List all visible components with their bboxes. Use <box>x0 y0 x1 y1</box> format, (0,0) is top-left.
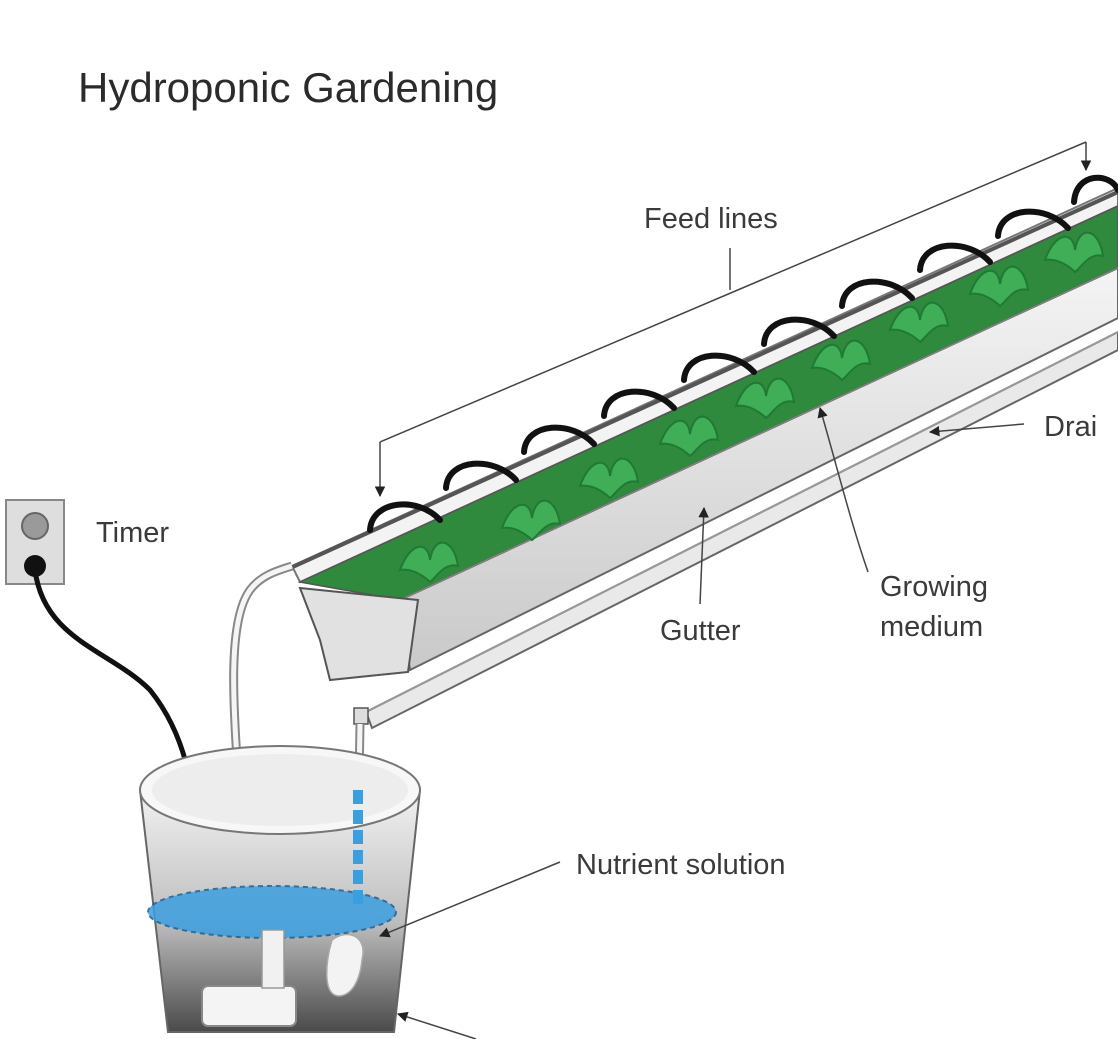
label-feed-lines: Feed lines <box>644 203 778 235</box>
nutrient-bucket <box>138 745 422 1033</box>
drip-loop <box>839 278 915 309</box>
drip-loop <box>521 424 597 455</box>
drip-loop <box>443 460 519 491</box>
plants <box>398 231 1105 584</box>
callout-lines <box>379 406 1025 1039</box>
timer-dial-icon <box>21 512 49 540</box>
plant <box>968 265 1030 308</box>
page-title: Hydroponic Gardening <box>78 64 498 111</box>
filter <box>326 933 364 997</box>
drip-loop <box>681 352 757 383</box>
drip-loop <box>601 388 677 419</box>
drip-loop <box>367 501 443 533</box>
label-gutter: Gutter <box>660 615 741 647</box>
label-drain: Drai <box>1044 411 1097 443</box>
label-timer: Timer <box>96 517 169 549</box>
feed-line-loops <box>367 174 1118 533</box>
drip-loop <box>995 208 1071 239</box>
power-plug-icon <box>24 555 46 577</box>
plant <box>658 415 720 458</box>
plant <box>1043 231 1105 274</box>
plant <box>888 301 950 344</box>
plant <box>500 499 562 542</box>
feed-lines-bracket <box>374 141 1092 498</box>
gutter-end-cap <box>298 586 420 682</box>
plant <box>734 377 796 420</box>
timer-box <box>5 499 65 585</box>
drip-loop <box>917 242 993 273</box>
plant <box>578 457 640 500</box>
drip-loop <box>761 316 837 347</box>
plant <box>810 339 872 382</box>
label-growing-medium-line1: Growing <box>880 571 988 603</box>
label-nutrient-solution: Nutrient solution <box>576 849 786 881</box>
drip-loop <box>1071 174 1118 205</box>
label-growing-medium-line2: medium <box>880 611 983 643</box>
pump <box>201 985 297 1027</box>
plant <box>398 541 460 584</box>
